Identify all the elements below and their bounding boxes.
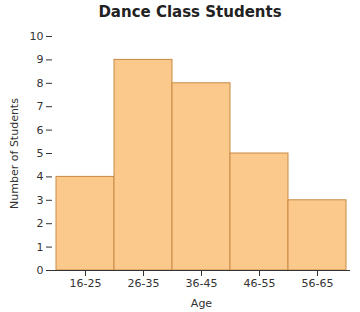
- svg-text:Age: Age: [191, 297, 213, 310]
- svg-text:4: 4: [37, 170, 44, 183]
- svg-text:7: 7: [37, 100, 44, 113]
- svg-text:3: 3: [37, 194, 44, 207]
- svg-text:1: 1: [37, 241, 44, 254]
- svg-text:16-25: 16-25: [70, 277, 102, 290]
- svg-text:Number of Students: Number of Students: [8, 98, 21, 209]
- svg-text:2: 2: [37, 217, 44, 230]
- svg-text:46-55: 46-55: [244, 277, 276, 290]
- svg-text:26-35: 26-35: [128, 277, 160, 290]
- svg-text:5: 5: [37, 147, 44, 160]
- svg-text:9: 9: [37, 53, 44, 66]
- svg-text:10: 10: [30, 30, 44, 43]
- html-text:Dance Class Students: Dance Class Students: [98, 3, 282, 21]
- svg-text:36-45: 36-45: [186, 277, 218, 290]
- svg-text:6: 6: [37, 124, 44, 137]
- svg-text:8: 8: [37, 77, 44, 90]
- svg-text:0: 0: [37, 264, 44, 277]
- svg-text:56-65: 56-65: [302, 277, 334, 290]
